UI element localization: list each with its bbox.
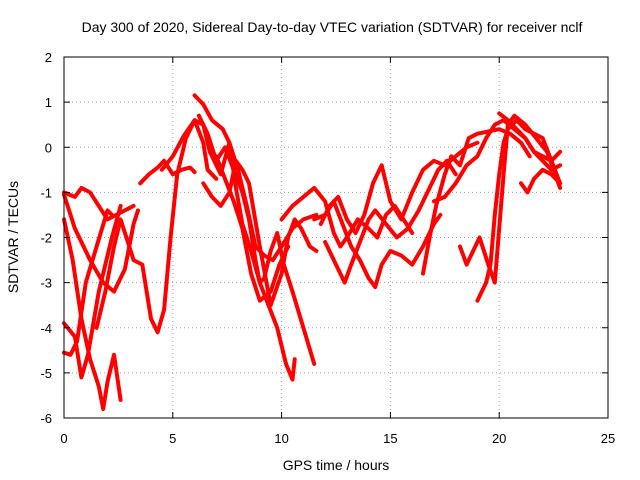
y-tick-label: -2: [40, 231, 52, 246]
x-axis-label: GPS time / hours: [283, 457, 390, 473]
series-line-track-22: [497, 111, 563, 163]
x-tick-label: 0: [60, 431, 67, 446]
series-line-track-10: [196, 113, 317, 366]
y-tick-label: 2: [45, 50, 52, 65]
y-tick-label: -3: [40, 276, 52, 291]
y-axis-label: SDTVAR / TECUs: [5, 181, 21, 293]
x-tick-label: 20: [492, 431, 506, 446]
series-line-track-15: [323, 158, 458, 285]
series-line-track-6: [94, 118, 219, 335]
y-tick-label: -6: [40, 411, 52, 426]
y-tick-label: -5: [40, 366, 52, 381]
y-tick-label: -4: [40, 321, 52, 336]
x-tick-label: 10: [274, 431, 288, 446]
x-tick-label: 25: [601, 431, 615, 446]
series-line-track-17: [421, 127, 532, 276]
x-tick-label: 5: [169, 431, 176, 446]
series-line-track-3: [62, 217, 123, 411]
series-line-track-7: [138, 158, 197, 186]
series-line-track-8: [159, 118, 319, 263]
series-layer: [62, 93, 563, 411]
series-line-track-11: [201, 158, 319, 308]
chart-title: Day 300 of 2020, Sidereal Day-to-day VTE…: [82, 19, 583, 35]
series-line-track-2: [62, 192, 140, 294]
series-line-track-18: [431, 118, 563, 204]
series-line-track-20: [458, 113, 563, 285]
series-line-track-4: [62, 208, 114, 357]
x-tick-label: 15: [383, 431, 397, 446]
series-line-track-5: [62, 203, 123, 380]
y-tick-label: 0: [45, 140, 52, 155]
series-line-track-21: [519, 167, 563, 195]
series-line-track-1: [62, 185, 136, 222]
y-tick-label: 1: [45, 95, 52, 110]
series-line-track-12: [214, 154, 291, 303]
series-line-track-9: [192, 93, 297, 382]
y-tick-label: -1: [40, 185, 52, 200]
series-line-track-14: [312, 199, 443, 290]
